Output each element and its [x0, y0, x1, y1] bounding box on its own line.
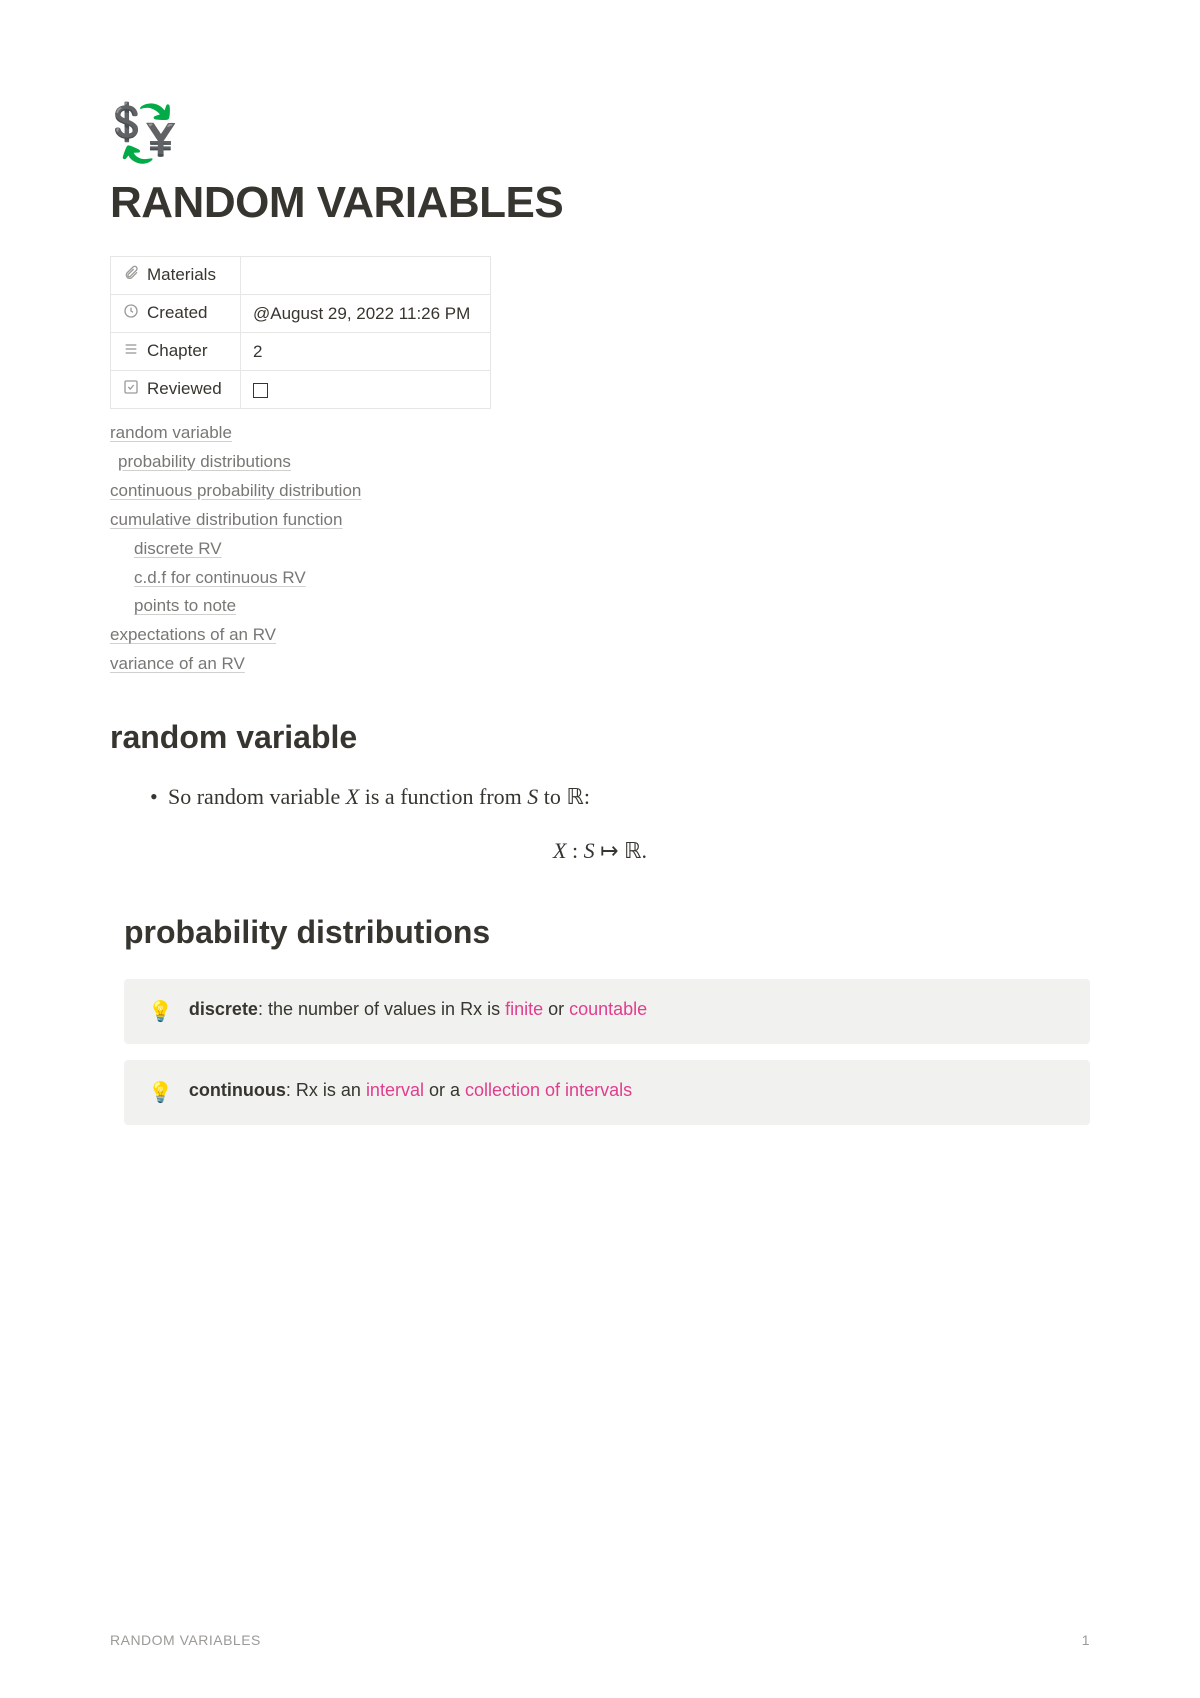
- property-label: Created: [147, 303, 207, 322]
- math-var-s: S: [527, 784, 538, 809]
- text-colon: :: [584, 784, 590, 809]
- text-fragment: : Rx is an: [286, 1080, 366, 1100]
- bullet-definition: So random variable X is a function from …: [110, 784, 1090, 810]
- toc-link[interactable]: probability distributions: [110, 448, 291, 477]
- math-var-x: X: [346, 784, 359, 809]
- math-equation: X : S ↦ ℝ.: [110, 838, 1090, 864]
- property-row-materials: Materials: [111, 257, 491, 295]
- callout-text: continuous: Rx is an interval or a colle…: [189, 1080, 1066, 1101]
- property-value[interactable]: 2: [241, 333, 491, 371]
- text-fragment: or a: [424, 1080, 465, 1100]
- property-value: @August 29, 2022 11:26 PM: [241, 295, 491, 333]
- property-label: Chapter: [147, 341, 207, 360]
- section-heading-rv: random variable: [110, 719, 1090, 756]
- highlight-text: collection of intervals: [465, 1080, 632, 1100]
- math-real: ℝ: [566, 784, 583, 809]
- callout-discrete: 💡 discrete: the number of values in Rx i…: [124, 979, 1090, 1044]
- bulb-icon: 💡: [148, 1080, 173, 1105]
- math-mapsto: ↦: [600, 838, 624, 863]
- bulb-icon: 💡: [148, 999, 173, 1024]
- property-row-chapter: Chapter 2: [111, 333, 491, 371]
- callout-bold: discrete: [189, 999, 258, 1019]
- property-label: Materials: [147, 265, 216, 284]
- clock-icon: [123, 303, 141, 324]
- list-icon: [123, 341, 141, 362]
- toc-link[interactable]: continuous probability distribution: [110, 477, 361, 506]
- text-fragment: to: [538, 784, 566, 809]
- table-of-contents: random variable probability distribution…: [110, 419, 1090, 679]
- page-footer: RANDOM VARIABLES 1: [110, 1632, 1090, 1648]
- math-real: ℝ: [624, 838, 641, 863]
- page-icon: 💱: [110, 100, 1090, 166]
- highlight-text: countable: [569, 999, 647, 1019]
- properties-table: Materials Created @August 29, 2022 11:26…: [110, 256, 491, 409]
- checkbox-icon: [123, 379, 141, 400]
- property-row-created: Created @August 29, 2022 11:26 PM: [111, 295, 491, 333]
- math-period: .: [641, 838, 647, 863]
- math-colon: :: [572, 838, 584, 863]
- toc-link[interactable]: variance of an RV: [110, 650, 245, 679]
- property-value[interactable]: [241, 257, 491, 295]
- section-heading-pd: probability distributions: [110, 914, 1090, 951]
- clip-icon: [123, 265, 141, 286]
- toc-link[interactable]: random variable: [110, 419, 232, 448]
- footer-title: RANDOM VARIABLES: [110, 1632, 261, 1648]
- toc-link[interactable]: cumulative distribution function: [110, 506, 342, 535]
- text-fragment: : the number of values in Rx is: [258, 999, 505, 1019]
- property-row-reviewed: Reviewed: [111, 371, 491, 409]
- toc-link[interactable]: expectations of an RV: [110, 621, 276, 650]
- text-fragment: So random variable: [168, 784, 346, 809]
- toc-link[interactable]: discrete RV: [110, 535, 222, 564]
- math-var-s: S: [584, 838, 595, 863]
- text-fragment: or: [543, 999, 569, 1019]
- footer-page-number: 1: [1082, 1632, 1090, 1648]
- property-value[interactable]: [241, 371, 491, 409]
- callout-text: discrete: the number of values in Rx is …: [189, 999, 1066, 1020]
- page-title: RANDOM VARIABLES: [110, 178, 1090, 228]
- callout-bold: continuous: [189, 1080, 286, 1100]
- toc-link[interactable]: points to note: [110, 592, 236, 621]
- highlight-text: finite: [505, 999, 543, 1019]
- checkbox-empty[interactable]: [253, 383, 268, 398]
- highlight-text: interval: [366, 1080, 424, 1100]
- math-var-x: X: [553, 838, 566, 863]
- text-fragment: is a function from: [359, 784, 527, 809]
- toc-link[interactable]: c.d.f for continuous RV: [110, 564, 306, 593]
- property-label: Reviewed: [147, 379, 222, 398]
- callout-continuous: 💡 continuous: Rx is an interval or a col…: [124, 1060, 1090, 1125]
